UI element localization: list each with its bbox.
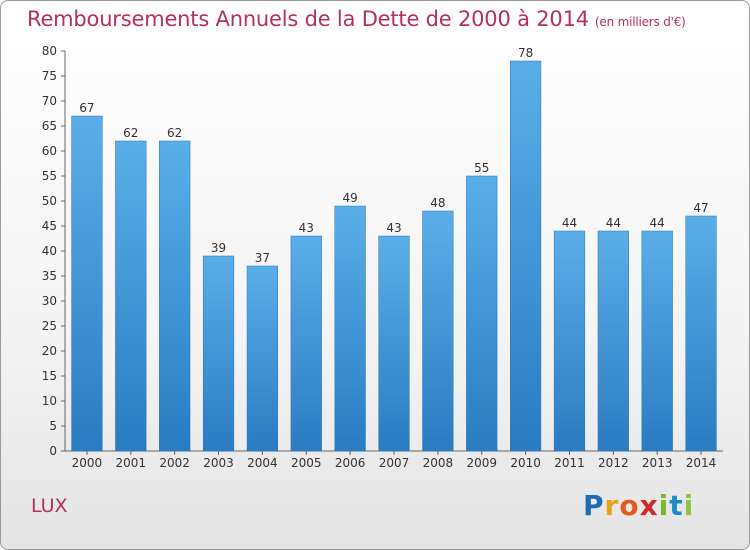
y-tick-label: 50 <box>42 194 57 208</box>
logo-letter: i <box>683 489 695 522</box>
y-tick-label: 75 <box>42 69 57 83</box>
x-tick-label: 2003 <box>203 456 234 470</box>
x-tick-label: 2002 <box>159 456 190 470</box>
bar <box>509 60 542 452</box>
bar-value-label: 62 <box>167 126 182 140</box>
y-tick-label: 0 <box>49 444 57 458</box>
bar-value-label: 39 <box>211 241 226 255</box>
x-tick-label: 2009 <box>466 456 497 470</box>
bar <box>641 230 673 452</box>
bar <box>422 210 454 452</box>
logo-letter: r <box>604 489 620 522</box>
logo-letter: t <box>669 489 684 522</box>
bar-value-label: 67 <box>79 101 94 115</box>
bar <box>115 140 147 452</box>
bar-value-label: 48 <box>430 196 445 210</box>
bar-value-label: 47 <box>693 201 708 215</box>
y-tick-label: 25 <box>42 319 57 333</box>
bar <box>553 230 586 452</box>
x-tick-label: 2008 <box>423 456 454 470</box>
x-tick-label: 2014 <box>686 456 717 470</box>
axes: 0 5 10 15 20 25 30 35 40 45 50 55 60 65 70 75 80 2000 2001… <box>42 44 723 470</box>
x-tick-label: 2005 <box>291 456 322 470</box>
bar-value-label: 55 <box>474 161 489 175</box>
bar-value-label: 62 <box>123 126 138 140</box>
bar-value-label: 78 <box>518 46 533 60</box>
logo-letter: o <box>619 489 640 522</box>
bar-value-label: 44 <box>562 216 577 230</box>
chart-unit-label: (en milliers d'€) <box>594 15 686 29</box>
chart-title-text: Remboursements Annuels de la Dette de 20… <box>27 7 589 31</box>
x-tick-label: 2012 <box>598 456 629 470</box>
bar-value-label: 44 <box>606 216 621 230</box>
y-tick-label: 30 <box>42 294 57 308</box>
x-tick-label: 2011 <box>554 456 585 470</box>
x-tick-label: 2010 <box>510 456 541 470</box>
x-tick-label: 2007 <box>379 456 410 470</box>
x-tick-label: 2001 <box>116 456 147 470</box>
y-tick-label: 35 <box>42 269 57 283</box>
x-tick-label: 2013 <box>642 456 673 470</box>
bar <box>334 205 366 452</box>
bar <box>71 115 103 452</box>
bar <box>466 175 498 452</box>
chart-title: Remboursements Annuels de la Dette de 20… <box>27 7 686 31</box>
bar <box>290 235 322 452</box>
bar <box>378 235 410 452</box>
y-tick-label: 20 <box>42 344 57 358</box>
y-tick-label: 65 <box>42 119 57 133</box>
logo-letter: P <box>583 489 605 522</box>
y-tick-label: 40 <box>42 244 57 258</box>
bar-value-label: 49 <box>342 191 357 205</box>
bar-value-label: 44 <box>650 216 665 230</box>
bar <box>597 230 629 452</box>
y-tick-label: 45 <box>42 219 57 233</box>
y-tick-label: 5 <box>49 419 57 433</box>
bar <box>246 265 279 452</box>
y-tick-label: 60 <box>42 144 57 158</box>
y-tick-label: 80 <box>42 44 57 58</box>
bar-value-label: 43 <box>299 221 314 235</box>
logo-letter: x <box>639 489 659 522</box>
city-label: LUX <box>31 495 68 517</box>
x-tick-label: 2000 <box>72 456 103 470</box>
bar-chart: 0 5 10 15 20 25 30 35 40 45 50 55 60 65 70 75 80 2000 2001… <box>42 44 723 470</box>
proxiti-logo: Proxiti <box>583 489 694 522</box>
bar-value-label: 37 <box>255 251 270 265</box>
y-tick-label: 70 <box>42 94 57 108</box>
x-tick-label: 2004 <box>247 456 278 470</box>
bar <box>202 255 235 452</box>
bar <box>685 215 717 452</box>
bar <box>159 140 191 452</box>
x-tick-label: 2006 <box>335 456 366 470</box>
bar-value-label: 43 <box>386 221 401 235</box>
bars: 67 62 62 39 37 43 49 43 48 55 78 44 44 44 47 <box>71 46 717 452</box>
y-tick-label: 55 <box>42 169 57 183</box>
y-tick-label: 15 <box>42 369 57 383</box>
y-tick-label: 10 <box>42 394 57 408</box>
logo-letter: i <box>658 489 670 522</box>
